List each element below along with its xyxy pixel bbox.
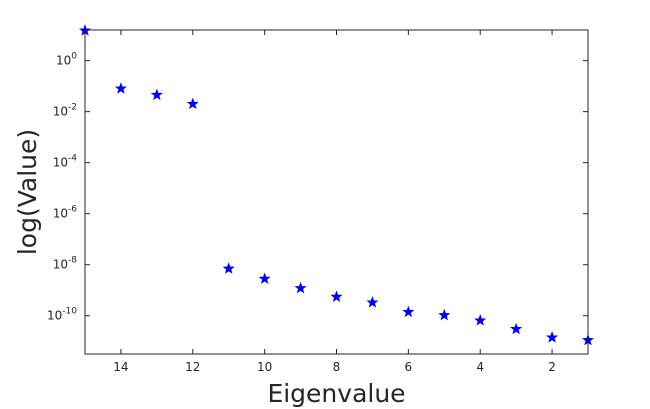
- x-tick-label: 6: [405, 360, 413, 374]
- y-tick-label-base: 10: [53, 105, 68, 119]
- plot-area-frame: [84, 29, 589, 355]
- data-point-star: [294, 281, 307, 294]
- data-point-star: [222, 262, 235, 274]
- y-axis-label: log(Value): [13, 129, 42, 255]
- data-point-star: [546, 331, 559, 343]
- x-tick-label: 4: [476, 360, 484, 374]
- y-tick-label-base: 10: [53, 258, 68, 272]
- y-tick-label: 100: [56, 52, 77, 68]
- x-tick-label: 12: [185, 360, 200, 374]
- data-point-star: [114, 82, 127, 94]
- data-point-star: [474, 314, 487, 326]
- data-point-star: [510, 322, 523, 335]
- data-point-star: [402, 305, 415, 318]
- y-tick-label-base: 10: [56, 54, 71, 68]
- y-tick-label: 10-8: [53, 256, 78, 272]
- y-tick-label: 10-2: [53, 103, 77, 119]
- x-tick-label: 2: [548, 360, 556, 374]
- x-axis-label: Eigenvalue: [267, 379, 405, 408]
- y-tick-label-base: 10: [53, 156, 68, 170]
- y-tick-label-exponent: -2: [68, 103, 77, 113]
- y-tick-label-base: 10: [53, 207, 68, 221]
- y-tick-label: 10-10: [47, 307, 77, 323]
- y-tick-label: 10-6: [53, 205, 78, 221]
- x-tick-label: 14: [113, 360, 128, 374]
- data-point-star: [186, 97, 199, 110]
- data-point-star: [150, 88, 163, 101]
- x-tick-label: 8: [333, 360, 341, 374]
- y-tick-label-exponent: 0: [71, 52, 77, 62]
- y-tick-label-exponent: -10: [62, 307, 77, 317]
- y-tick-label-exponent: -6: [68, 205, 77, 215]
- y-tick-label-exponent: -8: [68, 256, 77, 266]
- y-tick-label-exponent: -4: [68, 154, 77, 164]
- data-point-star: [438, 308, 451, 321]
- y-tick-label: 10-4: [53, 154, 78, 170]
- data-point-star: [330, 290, 343, 302]
- plot-area-background: [85, 30, 588, 354]
- x-tick-label: 10: [257, 360, 272, 374]
- data-point-star: [258, 272, 271, 284]
- data-point-star: [366, 296, 379, 308]
- y-tick-label-base: 10: [47, 309, 62, 323]
